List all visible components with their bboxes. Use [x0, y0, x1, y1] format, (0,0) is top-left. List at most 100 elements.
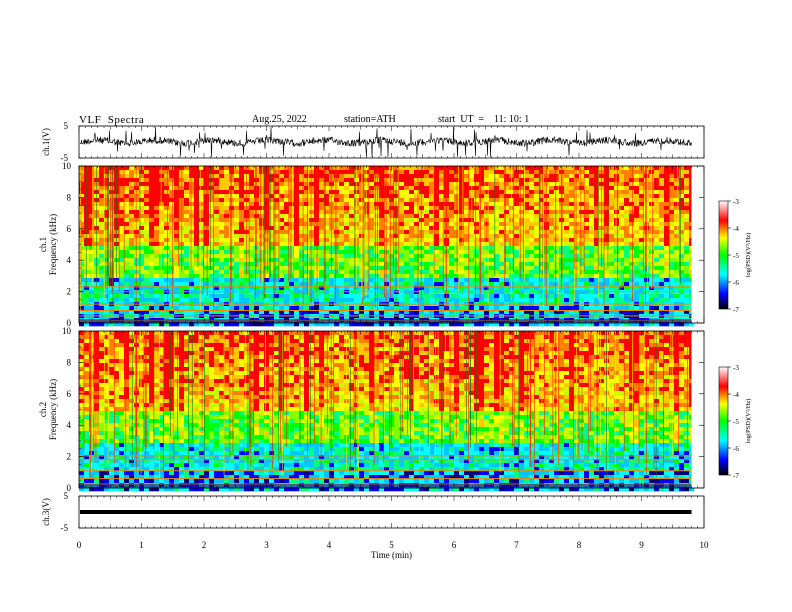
- psd-cell: [179, 290, 185, 295]
- psd-cell: [384, 298, 390, 303]
- psd-cell: [504, 254, 510, 259]
- psd-cell: [164, 226, 170, 231]
- psd-cell: [454, 198, 460, 203]
- psd-cell: [379, 270, 385, 275]
- psd-cell: [539, 170, 545, 175]
- psd-cell: [204, 222, 210, 227]
- psd-cell: [284, 190, 290, 195]
- psd-cell: [614, 230, 620, 235]
- psd-cell: [534, 174, 540, 179]
- psd-cell: [374, 290, 380, 295]
- psd-cell: [454, 310, 460, 315]
- psd-cell: [479, 182, 485, 187]
- psd-cell: [534, 278, 540, 283]
- psd-cell: [209, 178, 215, 183]
- psd-cell: [674, 238, 680, 243]
- psd-cell: [549, 290, 555, 295]
- psd-cell: [324, 274, 330, 279]
- psd-cell: [464, 242, 470, 247]
- psd-cell: [629, 282, 635, 287]
- psd-cell: [164, 282, 170, 287]
- psd-cell: [269, 170, 275, 175]
- psd-cell: [104, 222, 110, 227]
- psd-cell: [624, 190, 630, 195]
- psd-cell: [369, 262, 375, 267]
- psd-cell: [584, 306, 590, 311]
- psd-cell: [554, 242, 560, 247]
- psd-cell: [634, 322, 640, 327]
- psd-cell: [144, 186, 150, 191]
- psd-cell: [184, 218, 190, 223]
- psd-cell: [454, 226, 460, 231]
- psd-cell: [309, 214, 315, 219]
- psd-cell: [479, 234, 485, 239]
- psd-cell: [399, 270, 405, 275]
- psd-cell: [569, 258, 575, 263]
- psd-cell: [319, 246, 325, 251]
- psd-cell: [624, 170, 630, 175]
- psd-cell: [474, 290, 480, 295]
- psd-cell: [204, 214, 210, 219]
- psd-cell: [554, 198, 560, 203]
- psd-cell: [114, 282, 120, 287]
- psd-cell: [404, 178, 410, 183]
- psd-cell: [369, 170, 375, 175]
- psd-cell: [129, 242, 135, 247]
- psd-cell: [329, 274, 335, 279]
- psd-cell: [499, 198, 505, 203]
- psd-cell: [149, 294, 155, 299]
- psd-cell: [169, 310, 175, 315]
- psd-cell: [624, 250, 630, 255]
- psd-cell: [624, 278, 630, 283]
- psd-cell: [374, 298, 380, 303]
- psd-cell: [409, 246, 415, 251]
- psd-cell: [539, 182, 545, 187]
- psd-cell: [554, 226, 560, 231]
- psd-cell: [104, 278, 110, 283]
- psd-cell: [284, 306, 290, 311]
- psd-cell: [124, 258, 130, 263]
- psd-cell: [239, 274, 245, 279]
- psd-cell: [374, 234, 380, 239]
- psd-cell: [174, 298, 180, 303]
- psd-cell: [239, 214, 245, 219]
- psd-cell: [539, 294, 545, 299]
- psd-cell: [629, 178, 635, 183]
- psd-cell: [624, 270, 630, 275]
- psd-cell: [389, 234, 395, 239]
- psd-cell: [549, 214, 555, 219]
- psd-cell: [79, 290, 85, 295]
- psd-cell: [664, 278, 670, 283]
- psd-cell: [394, 250, 400, 255]
- psd-cell: [189, 218, 195, 223]
- psd-cell: [364, 306, 370, 311]
- psd-cell: [479, 194, 485, 199]
- psd-cell: [519, 214, 525, 219]
- psd-cell: [204, 274, 210, 279]
- psd-cell: [559, 198, 565, 203]
- psd-cell: [379, 210, 385, 215]
- psd-cell: [289, 290, 295, 295]
- psd-cell: [569, 282, 575, 287]
- psd-cell: [349, 194, 355, 199]
- psd-cell: [489, 274, 495, 279]
- psd-cell: [134, 194, 140, 199]
- psd-cell: [204, 270, 210, 275]
- psd-cell: [329, 298, 335, 303]
- psd-cell: [519, 262, 525, 267]
- psd-cell: [499, 190, 505, 195]
- psd-cell: [604, 170, 610, 175]
- psd-cell: [174, 290, 180, 295]
- psd-cell: [504, 222, 510, 227]
- psd-cell: [584, 266, 590, 271]
- psd-cell: [224, 198, 230, 203]
- psd-cell: [384, 218, 390, 223]
- psd-cell: [124, 242, 130, 247]
- psd-cell: [664, 286, 670, 291]
- psd-cell: [559, 214, 565, 219]
- psd-cell: [449, 234, 455, 239]
- psd-cell: [514, 282, 520, 287]
- psd-cell: [134, 190, 140, 195]
- psd-cell: [239, 258, 245, 263]
- psd-cell: [459, 182, 465, 187]
